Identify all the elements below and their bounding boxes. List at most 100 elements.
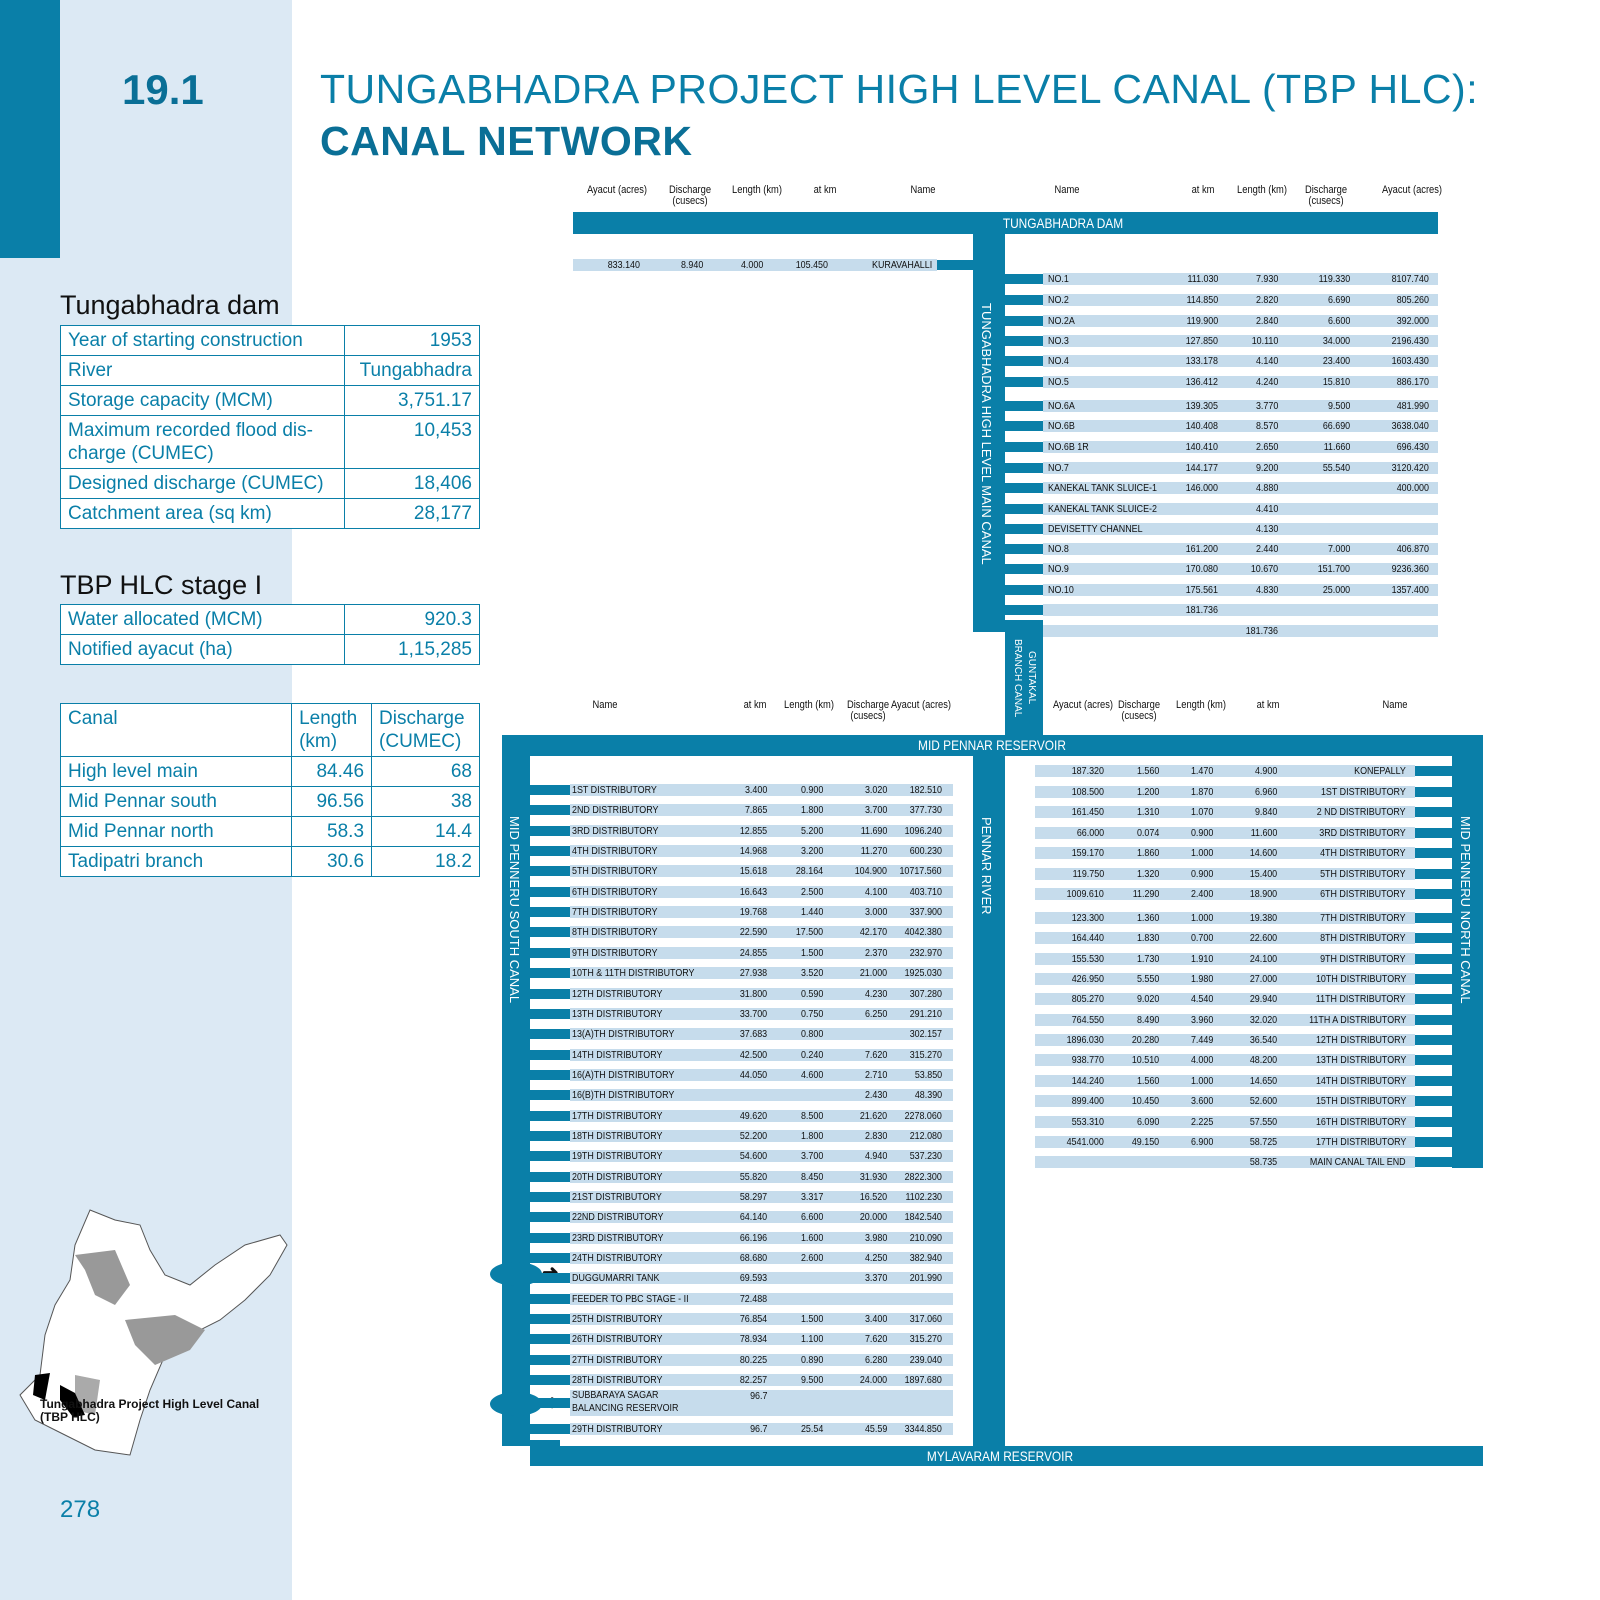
canal-name: 13TH DISTRIBUTORY	[572, 1007, 663, 1020]
column-header: Name	[910, 184, 936, 196]
table-row: Storage capacity (MCM) 3,751.17	[60, 385, 480, 416]
branch-connector	[530, 1171, 570, 1182]
canal-value: 170.080	[1185, 563, 1218, 575]
canal-value: 1.560	[1136, 1074, 1159, 1087]
mylavaram-bar: MYLAVARAM RESERVOIR	[530, 1446, 1483, 1466]
canal-value: 140.408	[1185, 420, 1218, 432]
canal-name: 1ST DISTRIBUTORY	[572, 784, 657, 796]
row-label: Notified ayacut (ha)	[60, 634, 345, 665]
canal-value: 57.550	[1249, 1115, 1277, 1128]
canal-value: 3.400	[744, 784, 767, 796]
row-stripe	[1035, 973, 1415, 986]
row-label: Storage capacity (MCM)	[60, 385, 345, 416]
canal-value: 3.980	[864, 1231, 887, 1244]
network-row: NO.6B 1R 140.410 2.650 11.660 696.430	[0, 441, 1600, 453]
canal-name: 13(A)TH DISTRIBUTORY	[572, 1028, 675, 1041]
canal-value: 212.080	[909, 1129, 942, 1142]
canal-value: 210.090	[909, 1231, 942, 1244]
canal-name: MAIN CANAL TAIL END	[1310, 1156, 1406, 1169]
canal-value: 175.561	[1185, 584, 1218, 596]
branch-connector	[1415, 868, 1452, 879]
canal-value: 3.960	[1190, 1013, 1213, 1026]
canal-value: 1.800	[800, 1129, 823, 1142]
canal-value: 833.140	[607, 259, 640, 271]
canal-value: 144.240	[1071, 1074, 1104, 1087]
column-header: Discharge (cusecs)	[1304, 184, 1348, 207]
column-header: Length (km)	[784, 699, 834, 711]
table-row: Mid Pennar south 96.56 38	[59, 786, 480, 817]
canal-value: 78.934	[739, 1333, 767, 1346]
canal-name: 8TH DISTRIBUTORY	[572, 926, 658, 939]
canal-name: NO.7	[1048, 462, 1069, 474]
network-row: 4TH DISTRIBUTORY 14.968 3.200 11.270 600.230	[0, 845, 1600, 858]
canal-value: 4.540	[1190, 993, 1213, 1006]
row-value: 1,15,285	[344, 634, 480, 665]
canal-value: 2822.300	[904, 1170, 942, 1183]
dam-table-heading: Tungabhadra dam	[60, 290, 280, 320]
mylavaram-label: MYLAVARAM RESERVOIR	[926, 1448, 1074, 1464]
network-row: 7TH DISTRIBUTORY 19.768 1.440 3.000 337.900	[0, 906, 1600, 919]
canal-value: 4.100	[864, 885, 887, 898]
column-header: Length (km)	[291, 703, 373, 757]
canal-value: 2.430	[864, 1089, 887, 1102]
row-stripe	[1035, 785, 1415, 798]
canal-value: 69.593	[739, 1272, 767, 1285]
canal-value: 48.200	[1249, 1054, 1277, 1067]
canal-value: 58.735	[1249, 1156, 1277, 1169]
branch-connector	[530, 1354, 570, 1365]
canal-value: 10.510	[1131, 1054, 1159, 1067]
canal-value: 4.140	[1255, 355, 1278, 367]
canal-value: 553.310	[1071, 1115, 1104, 1128]
canal-value: 4.600	[800, 1068, 823, 1081]
row-stripe	[570, 1007, 953, 1020]
canal-value: 1096.240	[904, 824, 942, 837]
network-row: 805.270 9.020 4.540 29.940 11TH DISTRIBUTORY	[0, 993, 1600, 1006]
canal-value: 0.700	[1190, 932, 1213, 945]
row-value: 18.2	[371, 846, 480, 877]
canal-name: KANEKAL TANK SLUICE-1	[1048, 482, 1157, 494]
canal-value: 2.600	[800, 1252, 823, 1265]
canal-value: 0.890	[800, 1353, 823, 1366]
row-stripe	[570, 845, 953, 858]
canal-name: NO.4	[1048, 355, 1069, 367]
canal-value: 0.800	[800, 1028, 823, 1041]
network-row: 20TH DISTRIBUTORY 55.820 8.450 31.930 2822.3…	[0, 1170, 1600, 1183]
canal-value: 232.970	[909, 946, 942, 959]
canal-value: 27.938	[739, 967, 767, 980]
canal-value: 17.500	[795, 926, 823, 939]
canal-name: KONEPALLY	[1354, 765, 1406, 777]
row-label: Tadipatri branch	[59, 846, 293, 877]
canal-value: 24.000	[859, 1374, 887, 1387]
row-stripe	[1043, 563, 1438, 575]
canal-value: 14.650	[1249, 1074, 1277, 1087]
canal-value: 28.164	[795, 865, 823, 878]
row-stripe	[1043, 584, 1438, 596]
row-stripe	[570, 1292, 953, 1305]
canal-value: 805.260	[1396, 294, 1429, 306]
canal-value: 182.510	[909, 784, 942, 796]
network-row: 164.440 1.830 0.700 22.600 8TH DISTRIBUTORY	[0, 932, 1600, 945]
branch-connector	[530, 1029, 570, 1040]
canal-name: KANEKAL TANK SLUICE-2	[1048, 503, 1157, 515]
row-stripe	[1043, 335, 1438, 347]
branch-connector	[530, 1314, 570, 1325]
andhra-pradesh-map	[19, 1209, 288, 1456]
branch-connector	[530, 988, 570, 999]
row-stripe	[570, 946, 953, 959]
column-header: Discharge (cusecs)	[846, 699, 890, 722]
canal-name: 12TH DISTRIBUTORY	[572, 987, 663, 1000]
row-stripe	[1043, 482, 1438, 494]
row-stripe	[570, 1353, 953, 1366]
canal-name: 27TH DISTRIBUTORY	[572, 1353, 663, 1366]
north-canal-bar: MID PENNERU NORTH CANAL	[1452, 756, 1483, 1168]
canal-value: 3.020	[864, 784, 887, 796]
canal-value: 31.800	[739, 987, 767, 1000]
network-row: 764.550 8.490 3.960 32.020 11TH A DISTRIBUTO…	[0, 1013, 1600, 1026]
canal-name: 4TH DISTRIBUTORY	[1320, 847, 1406, 859]
canal-value: 4.410	[1255, 503, 1278, 515]
canal-value: 1925.030	[904, 967, 942, 980]
canal-value: 31.930	[859, 1170, 887, 1183]
row-stripe	[1035, 932, 1415, 945]
south-canal-label: MID PENNERU SOUTH CANAL	[507, 816, 522, 1004]
canal-value: 10.450	[1131, 1095, 1159, 1108]
